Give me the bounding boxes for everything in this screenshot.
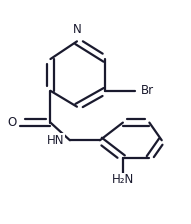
Text: HN: HN <box>47 134 65 147</box>
Text: H₂N: H₂N <box>112 173 134 186</box>
Text: O: O <box>8 116 17 129</box>
Text: N: N <box>73 23 81 36</box>
Text: Br: Br <box>141 84 154 97</box>
